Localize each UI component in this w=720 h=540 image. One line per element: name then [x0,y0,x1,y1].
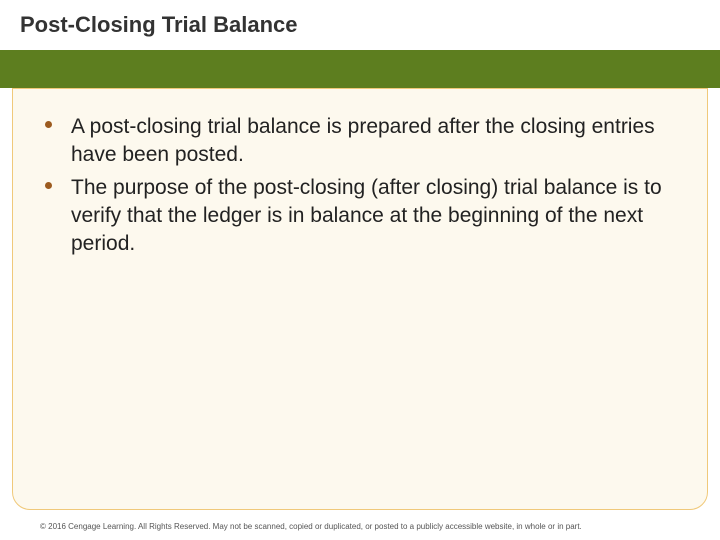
slide-title: Post-Closing Trial Balance [20,12,700,38]
header-accent-bar [0,50,720,88]
content-panel: A post-closing trial balance is prepared… [12,88,708,510]
copyright-footer: © 2016 Cengage Learning. All Rights Rese… [40,522,700,532]
bullet-list: A post-closing trial balance is prepared… [43,113,677,259]
list-item: The purpose of the post-closing (after c… [43,174,677,259]
bullet-icon [45,121,52,128]
bullet-text: A post-closing trial balance is prepared… [71,115,655,166]
list-item: A post-closing trial balance is prepared… [43,113,677,170]
bullet-text: The purpose of the post-closing (after c… [71,176,662,256]
bullet-icon [45,182,52,189]
